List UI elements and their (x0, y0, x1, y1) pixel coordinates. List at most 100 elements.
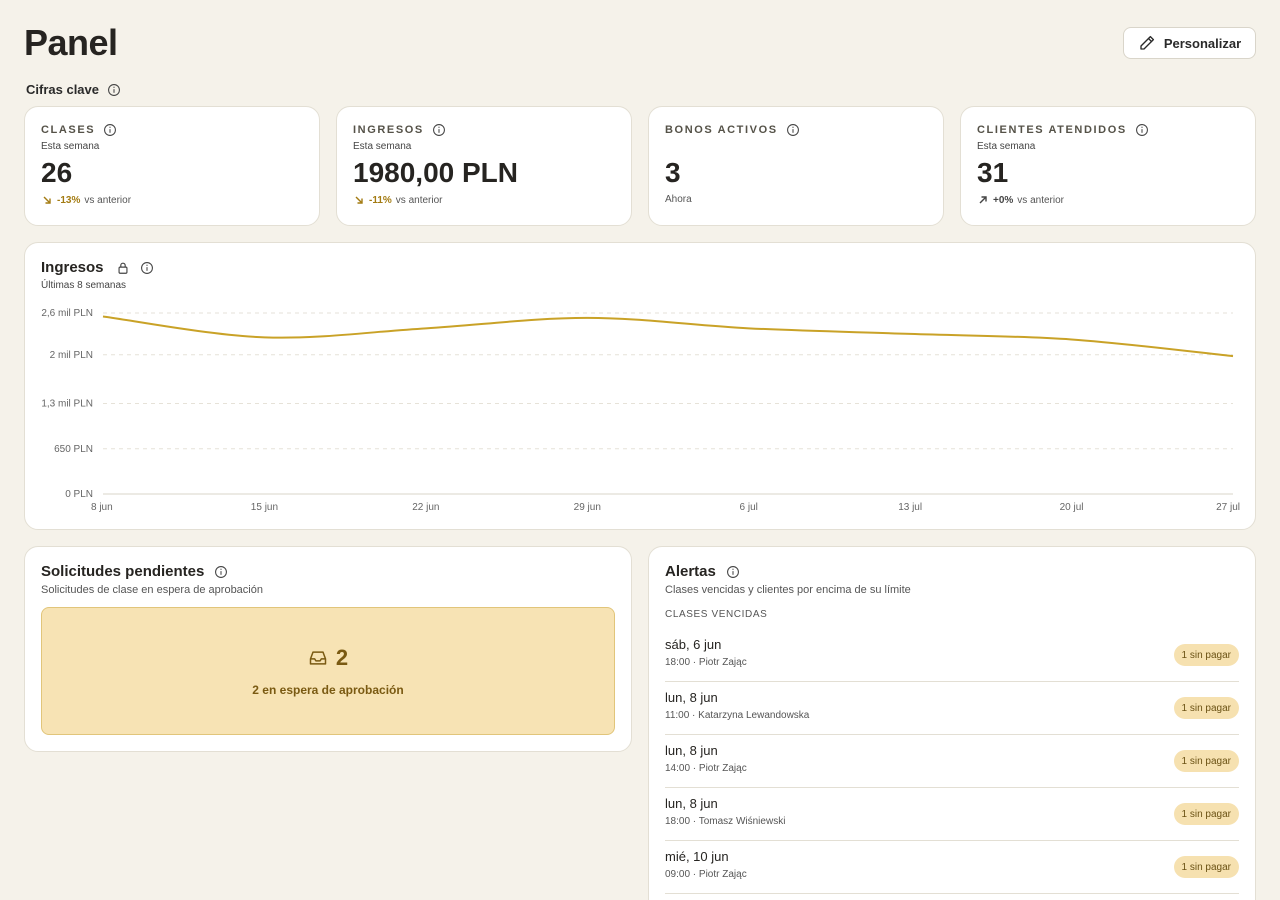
lock-icon (118, 262, 128, 274)
customize-label: Personalizar (1163, 35, 1242, 51)
chart-subtitle: Últimas 8 semanas (41, 280, 127, 291)
panel-title: Alertas (665, 563, 740, 580)
unpaid-badge: 1 sin pagar (1173, 856, 1239, 878)
panel-subtitle: Clases vencidas y clientes por encima de… (665, 584, 911, 596)
kpi-title-text: CLASES (41, 124, 96, 136)
kpi-delta-suffix: vs anterior (1017, 194, 1064, 206)
x-tick-label: 8 jun (91, 502, 113, 513)
panel-title-text: Alertas (665, 563, 716, 580)
kpi-subtitle: Esta semana (977, 141, 1036, 152)
kpi-title: BONOS ACTIVOS (665, 123, 800, 137)
kpi-title-text: INGRESOS (353, 124, 424, 136)
info-icon[interactable] (786, 123, 800, 137)
info-icon[interactable] (1135, 123, 1149, 137)
x-tick-label: 20 jul (1060, 502, 1084, 513)
alert-meta: 14:00 · Piotr Zając (665, 763, 747, 774)
y-tick-label: 1,3 mil PLN (41, 399, 93, 410)
x-tick-label: 15 jun (251, 502, 278, 513)
kpi-delta-value: -11% (369, 194, 392, 206)
page-title: Panel (24, 22, 118, 63)
x-tick-label: 27 jul (1216, 502, 1240, 513)
info-icon[interactable] (140, 261, 154, 275)
alert-meta: 11:00 · Katarzyna Lewandowska (665, 710, 810, 721)
customize-button[interactable]: Personalizar (1123, 27, 1256, 59)
arrow-down-right-icon (355, 196, 363, 204)
revenue-chart: 0 PLN 650 PLN 1,3 mil PLN 2 mil PLN 2,6 mil … (41, 308, 1240, 513)
kpi-delta: +0% vs anterior (977, 194, 1064, 206)
kpi-value: 26 (41, 157, 73, 188)
kpi-title-text: CLIENTES ATENDIDOS (977, 124, 1127, 136)
alert-date: sáb, 6 jun (665, 637, 722, 652)
key-figures-text: Cifras clave (26, 82, 99, 97)
inbox-icon (309, 651, 327, 665)
alert-date: lun, 8 jun (665, 796, 718, 811)
kpi-subtitle: Esta semana (41, 141, 100, 152)
unpaid-badge: 1 sin pagar (1173, 644, 1239, 666)
kpi-delta-suffix: vs anterior (395, 194, 443, 206)
alert-date: lun, 8 jun (665, 690, 718, 705)
x-tick-label: 13 jul (898, 502, 922, 513)
info-icon[interactable] (214, 565, 228, 579)
pending-text: 2 en espera de aprobación (252, 683, 404, 697)
arrow-up-right-icon (979, 196, 987, 204)
info-icon[interactable] (432, 123, 446, 137)
chart-title-text: Ingresos (41, 259, 104, 276)
info-icon[interactable] (107, 83, 121, 97)
alert-row[interactable]: lun, 8 jun 11:00 · Katarzyna Lewandowska… (665, 682, 1239, 735)
kpi-card-clients-served: CLIENTES ATENDIDOS Esta semana 31 +0% vs… (960, 106, 1256, 226)
y-tick-label: 2 mil PLN (50, 350, 93, 361)
pending-count: 2 (308, 645, 348, 671)
kpi-value: 3 (665, 157, 681, 188)
info-icon[interactable] (103, 123, 117, 137)
info-icon[interactable] (726, 565, 740, 579)
pencil-icon (1140, 35, 1154, 50)
unpaid-badge: 1 sin pagar (1173, 697, 1239, 719)
pending-count-value: 2 (335, 645, 349, 670)
alert-meta: 18:00 · Tomasz Wiśniewski (665, 816, 786, 827)
x-tick-label: 22 jun (412, 502, 439, 513)
revenue-series-line (102, 315, 1234, 358)
kpi-title: CLIENTES ATENDIDOS (977, 123, 1149, 137)
y-tick-label: 2,6 mil PLN (41, 308, 93, 319)
kpi-title: CLASES (41, 123, 117, 137)
alert-row[interactable]: mié, 10 jun 09:00 · Piotr Zając 1 sin pa… (665, 841, 1239, 894)
unpaid-badge: 1 sin pagar (1173, 803, 1239, 825)
kpi-value: 31 (977, 157, 1009, 188)
revenue-chart-card: 0 PLN 650 PLN 1,3 mil PLN 2 mil PLN 2,6 mil … (24, 242, 1256, 530)
key-figures-label: Cifras clave (26, 82, 121, 97)
chart-title: Ingresos (41, 259, 154, 276)
kpi-title-text: BONOS ACTIVOS (665, 124, 778, 136)
kpi-delta-suffix: vs anterior (84, 194, 132, 206)
x-tick-label: 6 jul (740, 502, 758, 513)
kpi-delta-value: +0% (993, 194, 1014, 206)
alert-date: mié, 10 jun (665, 849, 729, 864)
alert-row[interactable]: lun, 8 jun 14:00 · Piotr Zając 1 sin pag… (665, 735, 1239, 788)
kpi-title: INGRESOS (353, 123, 446, 137)
kpi-card-classes: CLASES Esta semana 26 -13% vs anterior (24, 106, 320, 226)
y-tick-label: 650 PLN (54, 444, 93, 455)
arrow-down-right-icon (43, 196, 51, 204)
x-tick-label: 29 jun (574, 502, 601, 513)
pending-requests-card: Solicitudes pendientes Solicitudes de cl… (24, 546, 632, 752)
alert-date: lun, 8 jun (665, 743, 718, 758)
pending-summary[interactable]: 2 2 en espera de aprobación (41, 607, 615, 735)
alert-meta: 18:00 · Piotr Zając (665, 657, 747, 668)
kpi-delta: -11% vs anterior (353, 194, 442, 206)
alerts-card: Alertas Clases vencidas y clientes por e… (648, 546, 1256, 900)
alert-meta: 09:00 · Piotr Zając (665, 869, 747, 880)
kpi-note: Ahora (665, 194, 692, 205)
panel-title: Solicitudes pendientes (41, 563, 228, 580)
kpi-value: 1980,00 PLN (353, 157, 518, 188)
kpi-delta: -13% vs anterior (41, 194, 131, 206)
kpi-delta-value: -13% (57, 194, 81, 206)
unpaid-badge: 1 sin pagar (1173, 750, 1239, 772)
kpi-card-active-passes: BONOS ACTIVOS 3 Ahora (648, 106, 944, 226)
kpi-card-revenue: INGRESOS Esta semana 1980,00 PLN -11% vs… (336, 106, 632, 226)
overdue-classes-label: CLASES VENCIDAS (665, 609, 768, 620)
alert-row[interactable]: sáb, 6 jun 18:00 · Piotr Zając 1 sin pag… (665, 629, 1239, 682)
alert-row[interactable]: lun, 8 jun 18:00 · Tomasz Wiśniewski 1 s… (665, 788, 1239, 841)
panel-subtitle: Solicitudes de clase en espera de aproba… (41, 584, 263, 596)
y-tick-label: 0 PLN (65, 489, 93, 500)
kpi-subtitle: Esta semana (353, 141, 412, 152)
panel-title-text: Solicitudes pendientes (41, 563, 205, 580)
